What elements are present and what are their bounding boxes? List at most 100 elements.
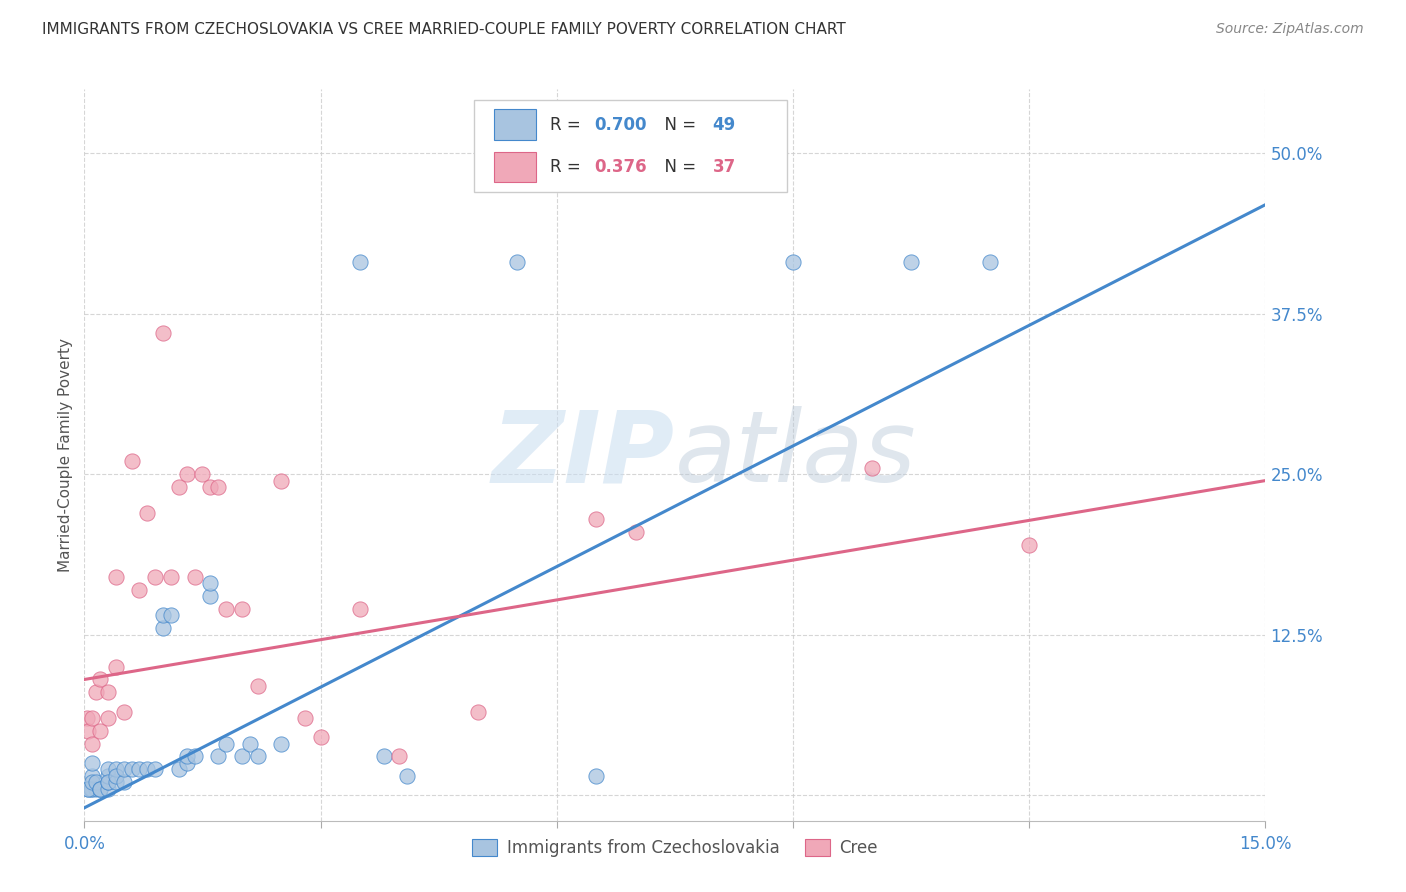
- Point: [97, 769, 120, 783]
- Point: [112, 775, 135, 789]
- Point: [207, 480, 229, 494]
- Point: [84, 775, 107, 789]
- Point: [215, 602, 238, 616]
- Point: [143, 570, 166, 584]
- Text: N =: N =: [654, 158, 702, 176]
- Point: [1018, 538, 1040, 552]
- Point: [176, 467, 198, 482]
- Point: [309, 730, 332, 744]
- Point: [231, 749, 253, 764]
- Point: [128, 762, 150, 776]
- Point: [136, 762, 159, 776]
- Point: [79, 781, 101, 796]
- Point: [585, 512, 607, 526]
- Point: [152, 326, 174, 340]
- Point: [84, 685, 107, 699]
- Point: [104, 762, 127, 776]
- Text: IMMIGRANTS FROM CZECHOSLOVAKIA VS CREE MARRIED-COUPLE FAMILY POVERTY CORRELATION: IMMIGRANTS FROM CZECHOSLOVAKIA VS CREE M…: [42, 22, 846, 37]
- Point: [200, 576, 222, 591]
- Point: [506, 255, 529, 269]
- Legend: Immigrants from Czechoslovakia, Cree: Immigrants from Czechoslovakia, Cree: [465, 832, 884, 863]
- Point: [183, 570, 205, 584]
- Point: [77, 723, 100, 738]
- Point: [97, 781, 120, 796]
- Point: [183, 749, 205, 764]
- Point: [215, 737, 238, 751]
- Point: [82, 769, 104, 783]
- Point: [200, 589, 222, 603]
- Point: [112, 762, 135, 776]
- Point: [104, 659, 127, 673]
- Point: [207, 749, 229, 764]
- Point: [121, 454, 143, 468]
- Point: [82, 775, 104, 789]
- Point: [900, 255, 922, 269]
- Point: [294, 711, 316, 725]
- Point: [167, 480, 190, 494]
- Text: ZIP: ZIP: [492, 407, 675, 503]
- Point: [82, 781, 104, 796]
- Point: [624, 524, 647, 539]
- Point: [89, 673, 111, 687]
- Point: [396, 769, 419, 783]
- Text: 49: 49: [713, 116, 735, 134]
- Point: [77, 781, 100, 796]
- Point: [112, 705, 135, 719]
- FancyBboxPatch shape: [494, 110, 536, 140]
- Point: [176, 749, 198, 764]
- Point: [979, 255, 1001, 269]
- Point: [160, 570, 183, 584]
- Point: [128, 582, 150, 597]
- Point: [388, 749, 411, 764]
- Point: [104, 570, 127, 584]
- Text: R =: R =: [550, 116, 586, 134]
- Text: 37: 37: [713, 158, 735, 176]
- Point: [246, 749, 269, 764]
- Point: [82, 737, 104, 751]
- Point: [89, 781, 111, 796]
- Point: [200, 480, 222, 494]
- FancyBboxPatch shape: [474, 100, 787, 192]
- Point: [136, 506, 159, 520]
- Point: [246, 679, 269, 693]
- Text: R =: R =: [550, 158, 591, 176]
- Text: Source: ZipAtlas.com: Source: ZipAtlas.com: [1216, 22, 1364, 37]
- Point: [97, 711, 120, 725]
- Point: [860, 460, 883, 475]
- Point: [585, 769, 607, 783]
- Point: [191, 467, 214, 482]
- Point: [167, 762, 190, 776]
- Point: [84, 781, 107, 796]
- Point: [104, 769, 127, 783]
- Point: [160, 608, 183, 623]
- Point: [782, 255, 804, 269]
- Point: [270, 737, 292, 751]
- Y-axis label: Married-Couple Family Poverty: Married-Couple Family Poverty: [58, 338, 73, 572]
- Point: [97, 685, 120, 699]
- Point: [349, 602, 371, 616]
- Text: 0.376: 0.376: [595, 158, 647, 176]
- Point: [231, 602, 253, 616]
- Point: [89, 781, 111, 796]
- FancyBboxPatch shape: [494, 152, 536, 182]
- Point: [97, 762, 120, 776]
- Point: [97, 775, 120, 789]
- Point: [349, 255, 371, 269]
- Point: [89, 723, 111, 738]
- Text: N =: N =: [654, 116, 702, 134]
- Point: [239, 737, 262, 751]
- Text: atlas: atlas: [675, 407, 917, 503]
- Point: [76, 711, 98, 725]
- Point: [104, 775, 127, 789]
- Point: [467, 705, 489, 719]
- Point: [77, 781, 100, 796]
- Point: [97, 775, 120, 789]
- Point: [373, 749, 395, 764]
- Point: [89, 781, 111, 796]
- Point: [121, 762, 143, 776]
- Point: [152, 621, 174, 635]
- Point: [152, 608, 174, 623]
- Point: [82, 756, 104, 770]
- Point: [176, 756, 198, 770]
- Point: [270, 474, 292, 488]
